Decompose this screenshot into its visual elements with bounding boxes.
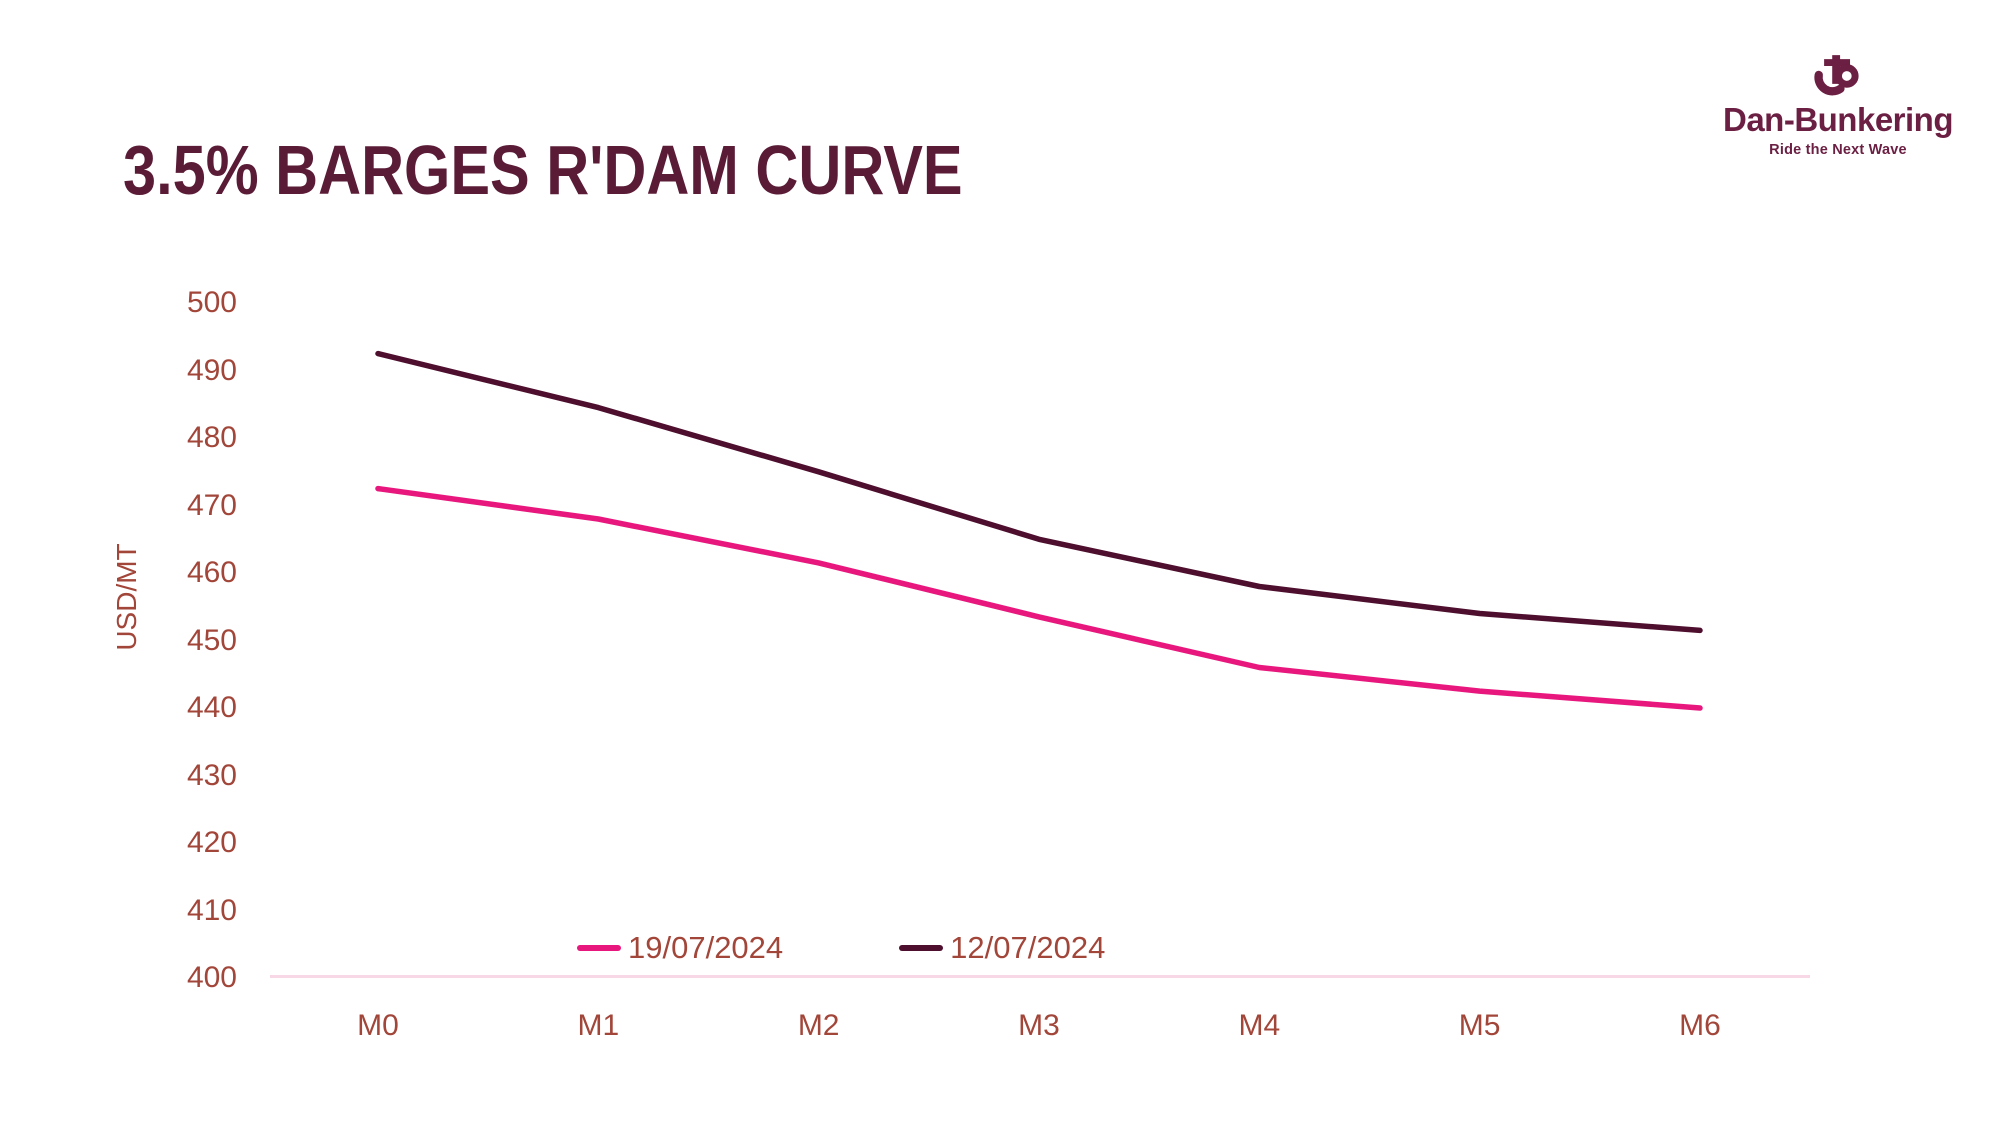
anchor-logo-icon <box>1814 55 1859 96</box>
legend: 19/07/2024 12/07/2024 <box>577 928 1105 968</box>
legend-swatch-icon <box>899 945 944 951</box>
legend-label: 19/07/2024 <box>628 930 784 965</box>
x-tick-M3: M3 <box>1018 1009 1060 1042</box>
legend-item-19-07-2024: 19/07/2024 <box>577 928 783 968</box>
y-tick-490: 490 <box>186 353 237 387</box>
y-tick-480: 480 <box>186 421 237 454</box>
y-axis-title: USD/MT <box>111 543 142 651</box>
x-axis-line <box>270 975 1810 978</box>
legend-item-12-07-2024: 12/07/2024 <box>899 928 1105 968</box>
logo-tagline: Ride the Next Wave <box>1769 142 1907 158</box>
x-tick-M2: M2 <box>797 1009 840 1042</box>
y-tick-410: 410 <box>186 893 237 927</box>
y-tick-450: 450 <box>186 623 237 657</box>
y-tick-470: 470 <box>186 488 237 522</box>
x-tick-M5: M5 <box>1458 1009 1501 1042</box>
x-tick-M1: M1 <box>577 1009 620 1042</box>
logo: Dan-Bunkering Ride the Next Wave <box>1700 52 1976 158</box>
logo-wordmark: Dan-Bunkering <box>1722 101 1954 138</box>
legend-swatch-icon <box>577 945 621 951</box>
y-tick-420: 420 <box>186 826 237 859</box>
series-line-19-07-2024 <box>375 485 1703 711</box>
x-tick-M0: M0 <box>357 1009 399 1042</box>
x-tick-M4: M4 <box>1238 1009 1281 1042</box>
x-tick-M6: M6 <box>1679 1009 1721 1042</box>
series-line-12-07-2024 <box>375 350 1703 634</box>
y-tick-430: 430 <box>186 758 237 792</box>
y-tick-460: 460 <box>186 556 237 589</box>
y-tick-400: 400 <box>186 961 237 994</box>
page-title: 3.5% BARGES R'DAM CURVE <box>123 131 963 209</box>
y-tick-440: 440 <box>186 691 237 724</box>
legend-label: 12/07/2024 <box>950 930 1106 965</box>
y-tick-500: 500 <box>186 286 237 319</box>
